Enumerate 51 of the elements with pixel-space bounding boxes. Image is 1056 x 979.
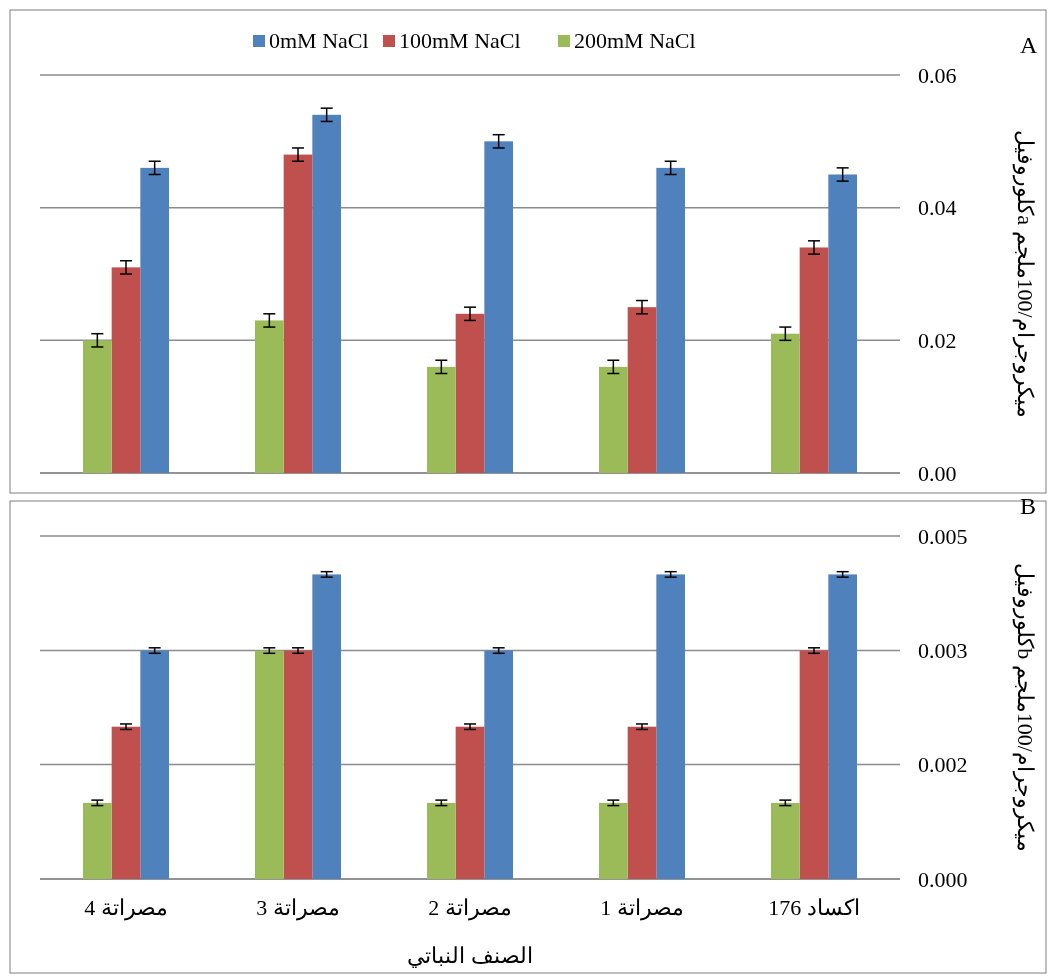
bar bbox=[255, 650, 284, 879]
x-tick-label: مصراتة 1 bbox=[600, 895, 684, 921]
bar bbox=[83, 340, 112, 473]
bar bbox=[656, 574, 685, 879]
x-tick-label: مصراتة 3 bbox=[256, 895, 340, 921]
y-tick-label: 0.000 bbox=[918, 866, 968, 892]
y-tick-label: 0.02 bbox=[918, 328, 957, 354]
bar bbox=[111, 267, 141, 473]
bar bbox=[484, 141, 513, 473]
bar bbox=[599, 802, 628, 879]
y-tick-label: 0.003 bbox=[918, 638, 968, 664]
bar bbox=[656, 167, 685, 473]
bar bbox=[283, 650, 313, 879]
legend-label: 0mM NaCl bbox=[269, 28, 369, 53]
bar bbox=[455, 313, 485, 473]
bar bbox=[484, 650, 513, 879]
bar bbox=[83, 802, 112, 879]
bar bbox=[627, 726, 657, 879]
bar bbox=[312, 574, 341, 879]
x-axis-title: الصنف النباتي bbox=[407, 943, 533, 968]
y-tick-label: 0.005 bbox=[918, 523, 968, 549]
bar bbox=[283, 154, 313, 473]
bar bbox=[111, 726, 141, 879]
y-axis-title: كلوروفيلb ميكروجرام/100ملجم bbox=[1012, 563, 1038, 852]
y-tick-label: 0.06 bbox=[918, 62, 957, 88]
y-tick-label: 0.002 bbox=[918, 752, 968, 778]
bar bbox=[599, 366, 628, 473]
legend-label: 200mM NaCl bbox=[574, 28, 696, 53]
bar bbox=[427, 802, 456, 879]
bar bbox=[627, 307, 657, 473]
y-tick-label: 0.00 bbox=[918, 460, 957, 486]
y-axis-title: كلوروفيلa ميكروجرام/100ملجم bbox=[1012, 130, 1038, 418]
bar bbox=[799, 650, 829, 879]
legend-label: 100mM NaCl bbox=[399, 28, 521, 53]
bar bbox=[255, 320, 284, 473]
text: A bbox=[1020, 32, 1038, 58]
bar bbox=[427, 366, 456, 473]
text: B bbox=[1020, 493, 1037, 519]
x-tick-label: اكساد 176 bbox=[768, 895, 860, 920]
bar bbox=[771, 802, 800, 879]
bar bbox=[140, 167, 169, 473]
bar bbox=[828, 574, 857, 879]
bar bbox=[771, 333, 800, 473]
x-tick-label: مصراتة 4 bbox=[84, 895, 168, 921]
bar bbox=[455, 726, 485, 879]
x-tick-label: مصراتة 2 bbox=[428, 895, 512, 921]
bar bbox=[312, 114, 341, 473]
bar bbox=[828, 174, 857, 473]
bar bbox=[799, 247, 829, 473]
bar bbox=[140, 650, 169, 879]
y-tick-label: 0.04 bbox=[918, 195, 957, 221]
